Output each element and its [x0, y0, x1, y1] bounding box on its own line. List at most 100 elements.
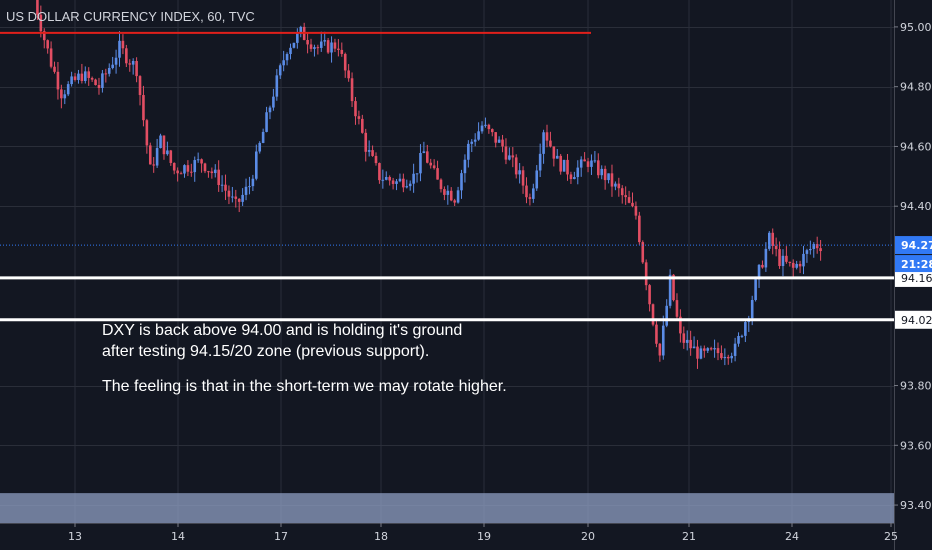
candle [415, 173, 419, 183]
candle [70, 71, 73, 87]
candle [467, 140, 470, 168]
y-tick-label: 93.80 [900, 380, 932, 393]
candle [795, 260, 798, 270]
candle-body [706, 348, 710, 351]
candle [248, 176, 251, 195]
candle [484, 117, 487, 128]
candle [391, 177, 395, 190]
candle [627, 190, 631, 204]
x-tick-label: 21 [682, 530, 696, 543]
candle-body [675, 300, 679, 317]
y-tick-label: 95.00 [900, 21, 932, 34]
candle-body [42, 31, 46, 41]
candle [244, 178, 248, 201]
candle-body [350, 78, 354, 102]
candle-body [343, 53, 347, 71]
candle [542, 129, 545, 164]
candle-body [532, 188, 535, 199]
candle-body [518, 170, 521, 175]
candle [213, 164, 217, 178]
candle [798, 260, 802, 274]
candle [768, 231, 771, 251]
candle [487, 123, 491, 134]
candle [624, 186, 627, 205]
candle [282, 50, 285, 72]
candle [412, 163, 415, 193]
candle [696, 339, 699, 369]
candle [53, 61, 56, 74]
candle [713, 339, 716, 358]
candle [278, 63, 282, 79]
candle [63, 89, 67, 105]
candle-body [395, 181, 398, 184]
candle-body [306, 39, 309, 45]
candle-body [716, 348, 720, 354]
candle-body [39, 14, 43, 32]
candle-body [285, 54, 289, 61]
candle-body [521, 170, 525, 186]
candle-body [620, 188, 624, 196]
candle [77, 69, 80, 84]
candle [538, 143, 542, 178]
candle-body [624, 195, 627, 198]
candle [600, 165, 604, 180]
candle [791, 259, 795, 277]
candle [802, 245, 805, 275]
candle [620, 185, 624, 204]
candle-body [231, 196, 234, 198]
candle [296, 28, 299, 49]
candle [545, 124, 549, 148]
y-tick-label: 93.40 [900, 499, 932, 512]
candle [699, 345, 703, 360]
candle [781, 249, 785, 277]
candle [268, 105, 272, 120]
candle [231, 186, 234, 203]
candle-body [490, 129, 494, 133]
candle [210, 167, 214, 179]
candle [518, 163, 521, 184]
x-tick-label: 13 [68, 530, 82, 543]
candle-body [432, 165, 436, 169]
candle [658, 342, 662, 362]
candle-body [439, 179, 443, 190]
candle-body [381, 179, 385, 181]
candle [555, 149, 559, 159]
candle [302, 22, 306, 41]
candle-body [217, 169, 220, 185]
candle-body [744, 322, 747, 336]
candle-body [679, 316, 682, 334]
candle [66, 81, 70, 97]
candle-body [781, 255, 785, 267]
candle-body [809, 248, 812, 251]
candle [384, 171, 388, 181]
candle [135, 57, 138, 83]
candle [432, 159, 436, 170]
price-zone-highlight [0, 493, 894, 523]
candle-body [607, 173, 610, 181]
candle [449, 187, 453, 202]
candle [675, 293, 679, 319]
candle-body [268, 107, 272, 113]
time-axis: 13 14 17 18 19 20 21 24 25 [0, 523, 898, 550]
candle-body [210, 171, 214, 174]
candle-body [148, 145, 152, 165]
candle [142, 85, 145, 127]
candle [439, 178, 443, 193]
candle-body [169, 150, 173, 163]
candle [566, 153, 569, 181]
candle-body [330, 42, 333, 53]
candle-body [49, 48, 53, 67]
candle-body [203, 163, 207, 172]
candle [234, 189, 238, 208]
candle [419, 144, 422, 182]
candle-body [586, 161, 590, 167]
candle [583, 152, 586, 162]
candle-body [761, 264, 764, 268]
candle-body [614, 183, 617, 187]
candle-body [497, 139, 501, 143]
candle-body [378, 163, 381, 181]
candle [374, 152, 378, 166]
candle [610, 164, 614, 197]
candle-body [480, 125, 484, 132]
